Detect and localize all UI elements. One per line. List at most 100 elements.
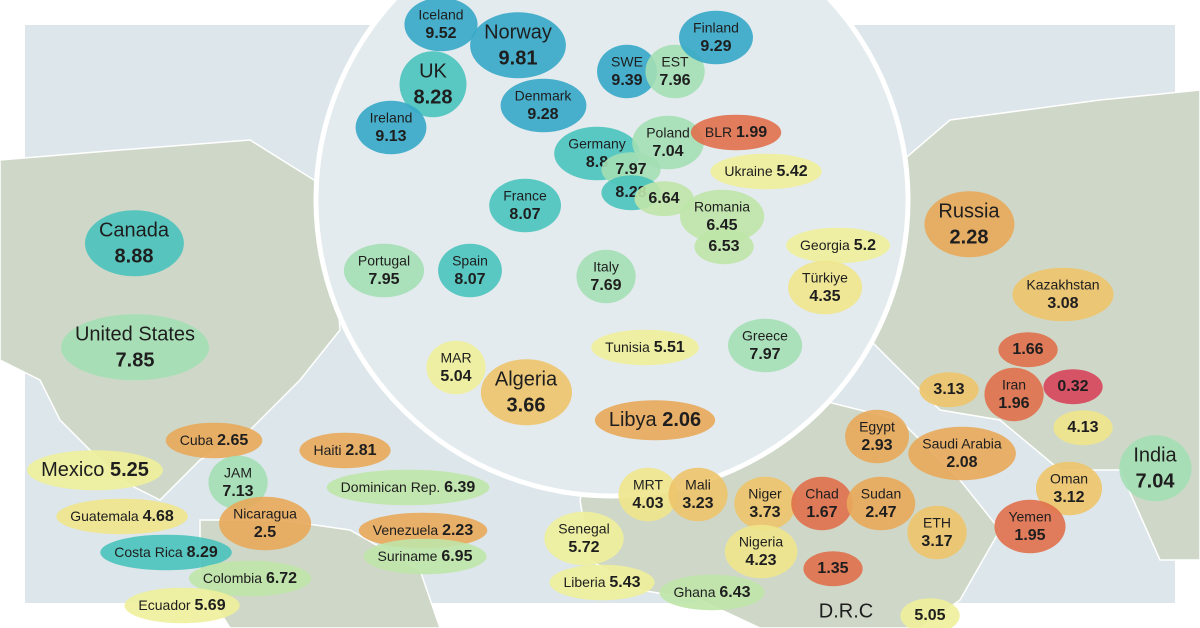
region-value: 4.03 bbox=[632, 495, 663, 512]
region-name: Kazakhstan bbox=[1026, 277, 1099, 293]
region-area bbox=[900, 598, 960, 628]
region-area bbox=[438, 243, 502, 298]
region-name: Colombia bbox=[203, 570, 262, 586]
region-name: United States bbox=[75, 323, 195, 345]
region: D.R.C bbox=[819, 600, 873, 622]
region-name: UK bbox=[419, 60, 447, 82]
region-label: Ukraine 5.42 bbox=[724, 163, 807, 181]
region-name: Cuba bbox=[180, 432, 214, 448]
region-area bbox=[100, 534, 232, 571]
region-name: Saudi Arabia bbox=[922, 436, 1002, 452]
region: Finland 9.29 bbox=[679, 10, 753, 65]
region-value: 1.35 bbox=[817, 560, 848, 577]
region-name: Mali bbox=[685, 477, 711, 493]
region: Ireland 9.13 bbox=[355, 100, 427, 155]
region-value: 3.08 bbox=[1047, 295, 1078, 312]
region: Portugal 7.95 bbox=[343, 243, 425, 298]
region-value: 3.13 bbox=[933, 381, 964, 398]
region-value: 6.95 bbox=[441, 548, 472, 565]
region-value: 5.72 bbox=[568, 539, 599, 556]
region: Yemen 1.95 bbox=[994, 499, 1066, 554]
region-area bbox=[919, 372, 979, 408]
region: Türkiye 4.35 bbox=[788, 260, 863, 315]
region-label: Ghana 6.43 bbox=[673, 584, 750, 602]
region: Ghana 6.43 bbox=[659, 574, 765, 611]
region-area bbox=[984, 367, 1044, 422]
region-value: 6.72 bbox=[266, 570, 297, 587]
region-area bbox=[908, 426, 1016, 481]
region-name: Iceland bbox=[418, 7, 463, 23]
region-name: Norway bbox=[484, 21, 552, 43]
region-name: France bbox=[503, 188, 547, 204]
region-value: 5.05 bbox=[914, 607, 945, 624]
region-value: 2.65 bbox=[217, 432, 248, 449]
region-label: BLR 1.99 bbox=[705, 124, 767, 142]
region: ETH 3.17 bbox=[907, 505, 967, 560]
region-name: MAR bbox=[440, 350, 471, 366]
region-area bbox=[659, 574, 765, 611]
region-name: Poland bbox=[646, 125, 690, 141]
region: Suriname 6.95 bbox=[363, 538, 487, 575]
region: France 8.07 bbox=[489, 178, 561, 233]
region-value: 2.93 bbox=[861, 437, 892, 454]
region: UK 8.28 bbox=[399, 51, 467, 118]
region-area bbox=[1053, 410, 1113, 446]
region-area bbox=[549, 564, 655, 601]
region-label: Tunisia 5.51 bbox=[605, 339, 685, 357]
region-area bbox=[208, 455, 268, 510]
region-value: 5.25 bbox=[110, 459, 149, 481]
region: Saudi Arabia 2.08 bbox=[908, 426, 1016, 481]
region-area bbox=[56, 498, 188, 535]
region-value: 8.28 bbox=[414, 86, 453, 108]
region: Niger 3.73 bbox=[734, 476, 797, 531]
region-name: Yemen bbox=[1008, 509, 1051, 525]
region-value: 1.67 bbox=[806, 504, 837, 521]
region-label: Guatemala 4.68 bbox=[70, 508, 174, 526]
region: 1.66 bbox=[998, 332, 1058, 368]
region-area bbox=[188, 560, 312, 597]
region-area bbox=[363, 538, 487, 575]
region-value: 5.69 bbox=[194, 597, 225, 614]
region: MRT 4.03 bbox=[618, 467, 678, 522]
region-name: Egypt bbox=[859, 419, 895, 435]
region-value: 8.07 bbox=[509, 206, 540, 223]
region-value: 3.17 bbox=[921, 533, 952, 550]
region: 6.64 bbox=[634, 181, 694, 217]
region-value: 7.97 bbox=[615, 161, 646, 178]
region-label: Mexico 5.25 bbox=[41, 459, 149, 481]
region-area bbox=[668, 467, 728, 522]
region-area bbox=[694, 229, 754, 265]
region-value: 5.51 bbox=[654, 339, 685, 356]
region: Nigeria 4.23 bbox=[724, 524, 798, 579]
region: Kazakhstan 3.08 bbox=[1012, 267, 1114, 322]
region-area bbox=[219, 496, 312, 551]
region-area bbox=[924, 191, 1015, 258]
region-value: 2.06 bbox=[662, 409, 701, 431]
region-label: Suriname 6.95 bbox=[378, 548, 473, 566]
region-value: 9.13 bbox=[375, 128, 406, 145]
region: Tunisia 5.51 bbox=[591, 329, 699, 366]
region-name: D.R.C bbox=[819, 600, 873, 622]
region: Denmark 9.28 bbox=[500, 78, 587, 133]
region: Greece 7.97 bbox=[728, 318, 803, 373]
region: Oman 3.12 bbox=[1035, 461, 1103, 516]
region-area bbox=[591, 329, 699, 366]
region-area bbox=[326, 469, 490, 506]
region: Liberia 5.43 bbox=[549, 564, 655, 601]
region-name: SWE bbox=[611, 54, 643, 70]
region-name: Chad bbox=[805, 486, 838, 502]
region-value: 3.73 bbox=[749, 504, 780, 521]
region-value: 1.95 bbox=[1014, 527, 1045, 544]
region-area bbox=[728, 318, 803, 373]
region-name: ETH bbox=[923, 515, 951, 531]
region-area bbox=[724, 524, 798, 579]
region-name: Iran bbox=[1002, 377, 1026, 393]
region-area bbox=[165, 422, 263, 459]
region-value: 2.47 bbox=[865, 504, 896, 521]
region-label: Liberia 5.43 bbox=[563, 574, 640, 592]
region-area bbox=[690, 114, 782, 151]
region: Poland 7.04 bbox=[632, 115, 704, 170]
region-name: Finland bbox=[693, 20, 739, 36]
